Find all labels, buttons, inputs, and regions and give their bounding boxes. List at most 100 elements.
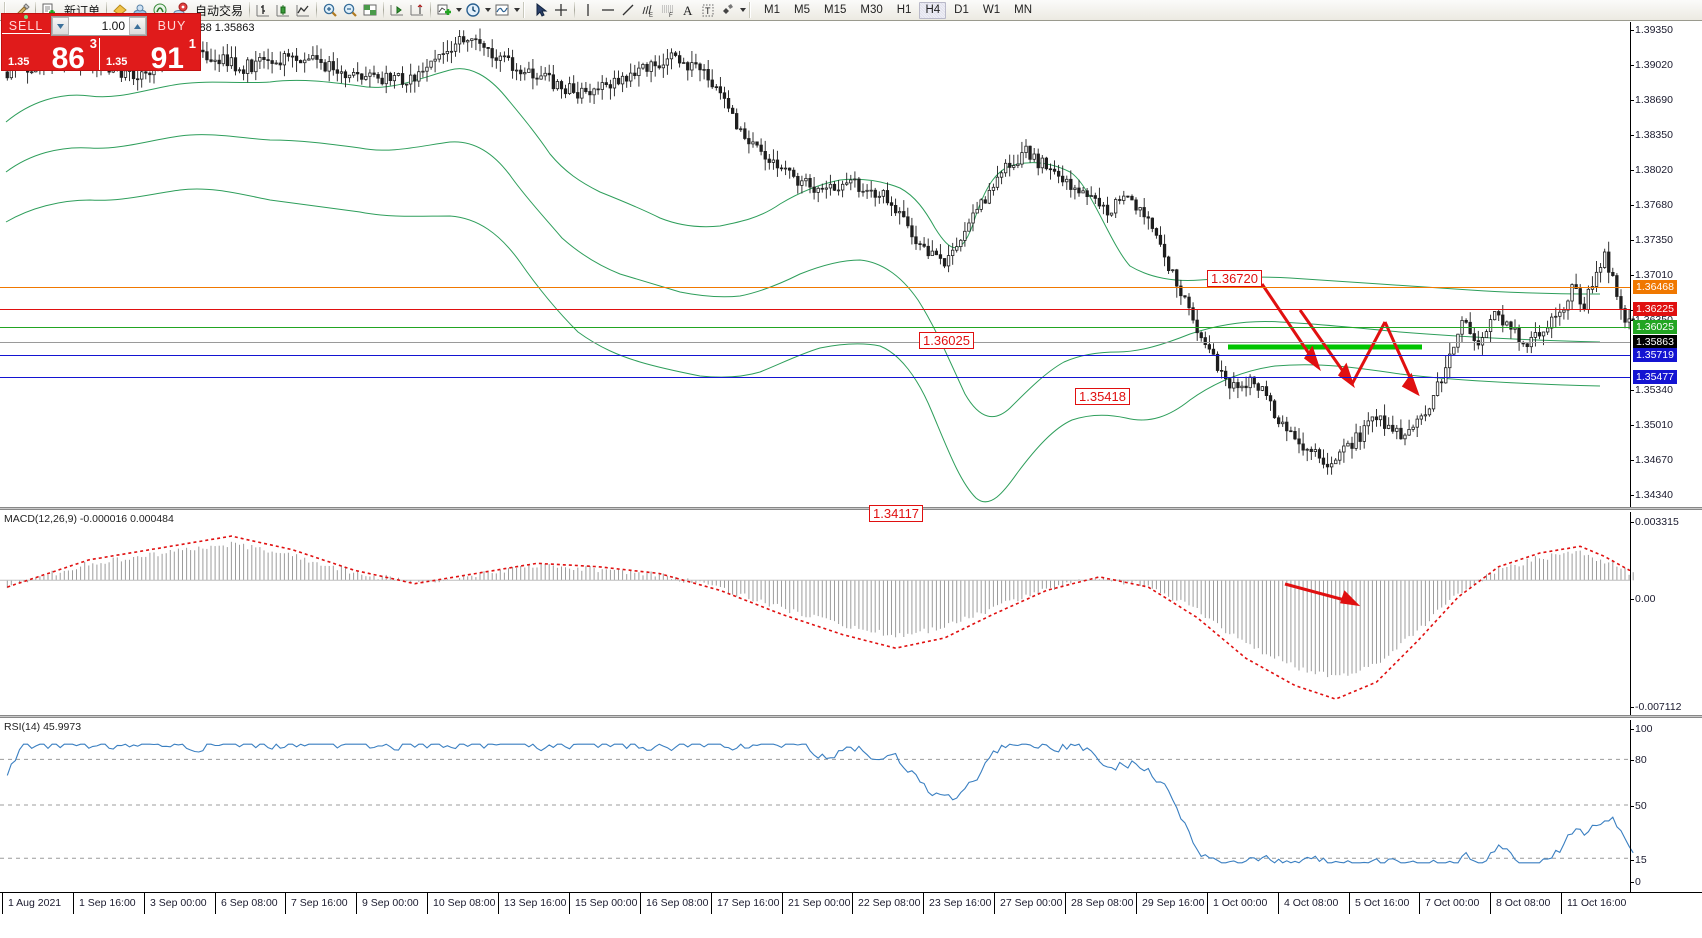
add-indicator-dropdown-arrow-icon[interactable] <box>454 1 463 19</box>
period-dropdown-arrow-icon[interactable] <box>483 1 492 19</box>
svg-text:E: E <box>649 13 653 18</box>
shapes-icon[interactable] <box>718 1 738 20</box>
mql5-community-icon[interactable] <box>110 1 130 20</box>
y-tick: 80 <box>1630 754 1647 766</box>
sell-button[interactable]: SELL <box>2 19 50 34</box>
annotation-1-34117[interactable]: 1.34117 <box>869 505 924 522</box>
drawing-layer-price[interactable] <box>0 22 1630 509</box>
x-tick-mark <box>356 893 357 914</box>
x-tick-label: 7 Oct 00:00 <box>1425 897 1480 909</box>
sell-price[interactable]: 1.35 86 3 <box>2 36 100 74</box>
candlestick-chart-icon[interactable] <box>273 1 293 20</box>
level-line-1-36468 <box>0 287 1630 288</box>
lot-decrease-button[interactable] <box>52 17 69 35</box>
price-level-label-1-36225: 1.36225 <box>1633 302 1677 316</box>
x-tick-mark <box>1349 893 1350 914</box>
toolbar-separator <box>316 2 318 18</box>
toolbar-grip[interactable] <box>749 2 754 18</box>
chart-area[interactable]: 1.36720 1.36025 1.35418 1.34117 1.39350 … <box>0 22 1702 938</box>
elliott-wave-icon[interactable]: E <box>638 1 658 20</box>
main-toolbar: 新订单 自动交易 <box>0 0 1702 21</box>
tab-timeframe-m15[interactable]: M15 <box>824 3 847 16</box>
x-tick-label: 22 Sep 08:00 <box>858 897 921 909</box>
x-tick-label: 17 Sep 16:00 <box>717 897 780 909</box>
y-tick: -0.007112 <box>1630 701 1682 713</box>
shapes-dropdown-arrow-icon[interactable] <box>738 1 747 19</box>
x-tick-mark <box>711 893 712 914</box>
y-tick: 0 <box>1630 876 1641 888</box>
line-chart-icon[interactable] <box>293 1 313 20</box>
connection-status-dot-icon <box>24 15 28 19</box>
tab-timeframe-mn[interactable]: MN <box>1014 3 1032 16</box>
y-tick: 1.34340 <box>1630 489 1673 501</box>
chart-shift-icon[interactable] <box>407 1 427 20</box>
macd-y-axis[interactable]: 0.003315 0.00 -0.007112 <box>1629 512 1702 717</box>
toolbar-grip[interactable] <box>4 2 8 18</box>
horizontal-line-icon[interactable] <box>598 1 618 20</box>
rsi-pane[interactable]: RSI(14) 45.9973 100 80 50 15 0 1 Aug 202… <box>0 720 1702 914</box>
macd-pane[interactable]: MACD(12,26,9) -0.000016 0.000484 0.00331… <box>0 512 1702 717</box>
buy-price[interactable]: 1.35 91 1 <box>100 36 198 74</box>
annotation-1-36025[interactable]: 1.36025 <box>919 332 974 349</box>
drawing-layer-macd[interactable] <box>0 512 1630 717</box>
tab-timeframe-h4[interactable]: H4 <box>919 1 947 19</box>
pane-separator-price-macd[interactable] <box>0 507 1702 510</box>
x-tick-label: 1 Aug 2021 <box>8 897 62 909</box>
lot-size-value[interactable]: 1.00 <box>101 19 125 33</box>
templates-icon[interactable] <box>492 1 512 20</box>
date-time-axis[interactable]: 1 Aug 2021 1 Sep 16:00 3 Sep 00:00 6 Sep 08… <box>0 892 1702 914</box>
tab-timeframe-m1[interactable]: M1 <box>764 3 781 16</box>
price-level-label-1-35477: 1.35477 <box>1633 370 1677 384</box>
trendline-icon[interactable] <box>618 1 638 20</box>
auto-trading-label: 自动交易 <box>195 3 244 18</box>
buy-button[interactable]: BUY <box>157 19 187 33</box>
x-tick-mark <box>852 893 853 914</box>
lot-size-stepper[interactable]: 1.00 <box>51 16 147 36</box>
zoom-in-icon[interactable] <box>320 1 340 20</box>
vertical-line-icon[interactable] <box>578 1 598 20</box>
crosshair-icon[interactable] <box>551 1 571 20</box>
fibonacci-icon[interactable]: F <box>658 1 678 20</box>
macd-series <box>0 535 1634 700</box>
y-tick: 0.00 <box>1629 593 1656 605</box>
y-tick: 1.37010 <box>1630 269 1673 281</box>
templates-dropdown-arrow-icon[interactable] <box>512 1 521 19</box>
cursor-pointer-icon[interactable] <box>531 1 551 20</box>
level-line-1-35719 <box>0 355 1630 356</box>
toolbar-grip[interactable] <box>523 2 528 18</box>
grid-icon[interactable] <box>360 1 380 20</box>
x-tick-label: 1 Sep 16:00 <box>79 897 136 909</box>
rsi-y-axis[interactable]: 100 80 50 15 0 <box>1630 720 1702 892</box>
x-tick-mark <box>1561 893 1562 914</box>
text-label-icon[interactable]: T <box>698 1 718 20</box>
period-clock-icon[interactable] <box>463 1 483 20</box>
x-tick-mark <box>73 893 74 914</box>
one-click-trading-header: SELL 1.00 BUY <box>2 14 200 38</box>
x-tick-label: 13 Sep 16:00 <box>504 897 567 909</box>
buy-price-big: 91 <box>150 42 184 75</box>
tab-timeframe-m30[interactable]: M30 <box>860 3 883 16</box>
bar-chart-icon[interactable] <box>253 1 273 20</box>
lot-increase-button[interactable] <box>129 17 146 35</box>
tab-timeframe-h1[interactable]: H1 <box>896 3 912 16</box>
tab-timeframe-w1[interactable]: W1 <box>982 3 1001 16</box>
text-icon[interactable]: A <box>678 1 698 20</box>
auto-scroll-icon[interactable] <box>387 1 407 20</box>
price-y-axis[interactable]: 1.39350 1.39020 1.38690 1.38350 1.38020 … <box>1630 22 1702 509</box>
auto-trading-button[interactable]: 自动交易 <box>190 1 246 20</box>
add-indicator-icon[interactable] <box>434 1 454 20</box>
tab-timeframe-d1[interactable]: D1 <box>954 3 969 16</box>
tab-timeframe-m5[interactable]: M5 <box>794 3 810 16</box>
annotation-1-35418[interactable]: 1.35418 <box>1075 388 1130 405</box>
x-tick-label: 7 Sep 16:00 <box>291 897 348 909</box>
x-tick-label: 5 Oct 16:00 <box>1355 897 1410 909</box>
annotation-1-36720[interactable]: 1.36720 <box>1207 270 1262 287</box>
y-tick: 1.34670 <box>1630 454 1673 466</box>
x-tick-label: 11 Oct 16:00 <box>1567 897 1627 909</box>
zoom-out-icon[interactable] <box>340 1 360 20</box>
price-level-label-1-35719: 1.35719 <box>1633 348 1677 362</box>
one-click-trading-panel[interactable]: SELL 1.00 BUY 1.35 86 3 1.35 91 1 <box>2 14 200 74</box>
price-pane[interactable]: 1.36720 1.36025 1.35418 1.34117 1.39350 … <box>0 22 1702 522</box>
pane-separator-macd-rsi[interactable] <box>0 715 1702 718</box>
svg-text:A: A <box>683 3 693 18</box>
